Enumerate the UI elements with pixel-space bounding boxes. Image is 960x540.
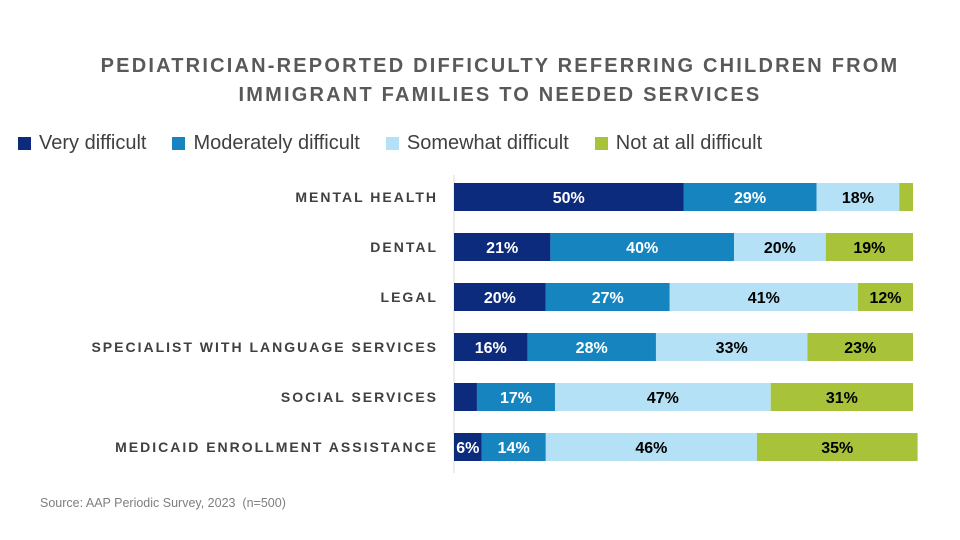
data-label-social-services-2: 47% <box>647 390 679 407</box>
data-label-dental-2: 20% <box>764 240 796 257</box>
bar-segment-legal-3 <box>857 283 913 311</box>
legend-swatch-moderately-difficult <box>172 136 186 150</box>
bar-segment-medicaid-enrollment-assistance-1 <box>481 433 546 461</box>
data-label-legal-1: 27% <box>592 290 624 307</box>
legend-item-somewhat-difficult: Somewhat difficult <box>385 131 569 155</box>
data-label-legal-2: 41% <box>748 290 780 307</box>
legend-item-very-difficult: Very difficult <box>18 132 146 155</box>
bar-segment-medicaid-enrollment-assistance-3 <box>756 433 918 461</box>
chart-title: PEDIATRICIAN-REPORTED DIFFICULTY REFERRI… <box>60 52 940 110</box>
bar-segment-medicaid-enrollment-assistance-2 <box>545 433 757 461</box>
category-label-mental-health: MENTAL HEALTH <box>295 189 438 205</box>
bar-segment-dental-0 <box>454 233 551 261</box>
data-label-social-services-1: 17% <box>500 390 532 407</box>
legend-label-very-difficult: Very difficult <box>39 131 147 154</box>
category-label-legal: LEGAL <box>381 289 438 305</box>
data-label-social-services-3: 31% <box>826 390 858 407</box>
data-label-dental-0: 21% <box>486 240 518 257</box>
bar-segment-specialist-with-language-services-2 <box>655 333 808 361</box>
bar-segment-specialist-with-language-services-1 <box>527 333 656 361</box>
chart-title-line-2: IMMIGRANT FAMILIES TO NEEDED SERVICES <box>238 84 762 106</box>
bar-segment-mental-health-2 <box>816 183 900 211</box>
bar-segment-specialist-with-language-services-3 <box>807 333 913 361</box>
data-label-mental-health-1: 29% <box>734 190 766 207</box>
data-label-specialist-with-language-services-3: 23% <box>844 340 876 357</box>
legend-swatch-not-at-all-difficult <box>594 136 608 150</box>
data-label-medicaid-enrollment-assistance-0: 6% <box>456 440 479 457</box>
data-label-medicaid-enrollment-assistance-2: 46% <box>635 440 667 457</box>
bar-segment-legal-1 <box>545 283 670 311</box>
data-label-specialist-with-language-services-2: 33% <box>716 340 748 357</box>
data-label-specialist-with-language-services-1: 28% <box>576 340 608 357</box>
chart-title-line-1: PEDIATRICIAN-REPORTED DIFFICULTY REFERRI… <box>100 55 900 77</box>
legend-label-somewhat-difficult: Somewhat difficult <box>406 131 569 154</box>
data-label-specialist-with-language-services-0: 16% <box>475 340 507 357</box>
bar-segment-legal-2 <box>669 283 858 311</box>
data-label-mental-health-0: 50% <box>553 190 585 207</box>
category-label-medicaid-enrollment-assistance: MEDICAID ENROLLMENT ASSISTANCE <box>115 439 438 455</box>
data-label-legal-0: 20% <box>484 290 516 307</box>
category-label-social-services: SOCIAL SERVICES <box>281 389 438 405</box>
bar-segment-dental-2 <box>733 233 826 261</box>
data-label-dental-3: 19% <box>853 240 885 257</box>
chart-legend: Very difficult Moderately difficult Some… <box>18 130 788 156</box>
bar-segment-social-services-1 <box>476 383 555 411</box>
legend-label-not-at-all-difficult: Not at all difficult <box>615 131 763 154</box>
legend-item-not-at-all-difficult: Not at all difficult <box>594 131 763 155</box>
bar-segment-legal-0 <box>454 283 546 311</box>
bar-segment-dental-3 <box>825 233 913 261</box>
legend-item-moderately-difficult: Moderately difficult <box>172 131 360 155</box>
data-label-legal-3: 12% <box>869 290 901 307</box>
bar-segment-social-services-3 <box>770 383 913 411</box>
data-label-dental-1: 40% <box>626 240 658 257</box>
bar-segment-mental-health-1 <box>683 183 817 211</box>
bar-segment-medicaid-enrollment-assistance-0 <box>454 433 482 461</box>
legend-label-moderately-difficult: Moderately difficult <box>193 131 360 154</box>
bar-segment-specialist-with-language-services-0 <box>454 333 528 361</box>
bar-segment-dental-1 <box>550 233 734 261</box>
legend-swatch-very-difficult <box>18 136 31 150</box>
data-label-medicaid-enrollment-assistance-3: 35% <box>821 440 853 457</box>
bar-segment-social-services-2 <box>554 383 771 411</box>
legend-swatch-somewhat-difficult <box>385 136 399 150</box>
bar-segment-mental-health-0 <box>454 183 684 211</box>
bar-segment-mental-health-3 <box>899 183 913 211</box>
bar-segment-social-services-0 <box>454 383 477 411</box>
source-note: Source: AAP Periodic Survey, 2023 (n=500… <box>40 496 286 510</box>
category-label-specialist-with-language-services: SPECIALIST WITH LANGUAGE SERVICES <box>91 339 438 355</box>
category-label-dental: DENTAL <box>370 239 438 255</box>
data-label-mental-health-2: 18% <box>842 190 874 207</box>
data-label-medicaid-enrollment-assistance-1: 14% <box>498 440 530 457</box>
